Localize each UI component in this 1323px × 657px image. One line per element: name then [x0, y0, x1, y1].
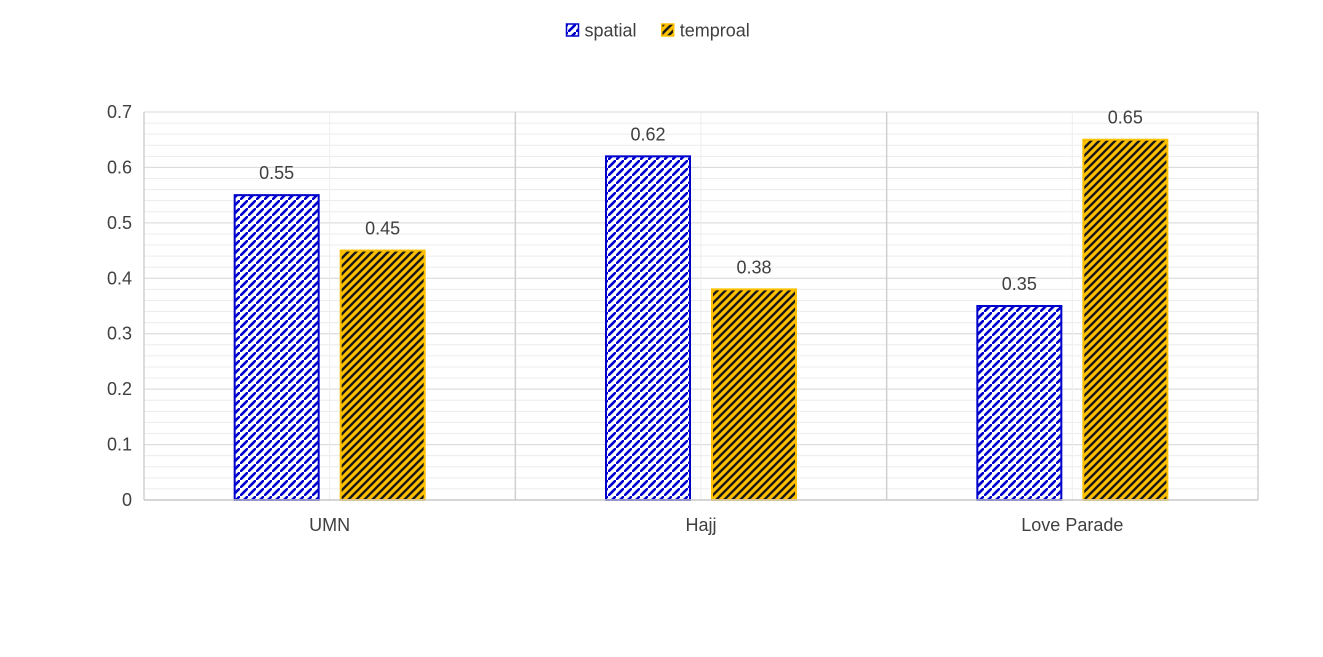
data-label: 0.62	[630, 124, 665, 144]
legend-swatch-temproal	[660, 23, 675, 37]
legend: spatial temproal	[565, 21, 750, 41]
data-label: 0.45	[365, 219, 400, 239]
bar-temproal-love-parade	[1082, 138, 1169, 501]
bars	[233, 138, 1169, 501]
y-tick-label: 0.1	[107, 435, 132, 455]
data-labels: 0.55 0.62 0.35 0.45 0.38 0.65	[259, 108, 1143, 294]
data-label: 0.65	[1108, 108, 1143, 128]
y-tick-label: 0	[122, 490, 132, 510]
data-label: 0.55	[259, 163, 294, 183]
bar-spatial-umn	[233, 194, 320, 501]
axes: 0 0.1 0.2 0.3 0.4 0.5 0.6 0.7 UMN Hajj Love Parade	[107, 102, 1258, 535]
bar-spatial-hajj	[605, 155, 691, 501]
bar-temproal-hajj	[711, 288, 797, 501]
y-tick-label: 0.3	[107, 324, 132, 344]
y-tick-label: 0.4	[107, 268, 132, 288]
x-tick-label: Hajj	[685, 515, 716, 535]
legend-label-spatial: spatial	[585, 21, 637, 41]
data-label: 0.38	[736, 257, 771, 277]
x-tick-label: UMN	[309, 515, 350, 535]
bar-spatial-love-parade	[976, 305, 1063, 501]
bar-temproal-umn	[339, 249, 426, 501]
y-tick-label: 0.2	[107, 379, 132, 399]
y-tick-label: 0.6	[107, 157, 132, 177]
gridlines	[143, 111, 1259, 501]
y-tick-label: 0.7	[107, 102, 132, 122]
x-tick-label: Love Parade	[1021, 515, 1123, 535]
y-tick-label: 0.5	[107, 213, 132, 233]
legend-label-temproal: temproal	[680, 21, 750, 41]
legend-swatch-spatial	[565, 23, 580, 37]
data-label: 0.35	[1002, 274, 1037, 294]
